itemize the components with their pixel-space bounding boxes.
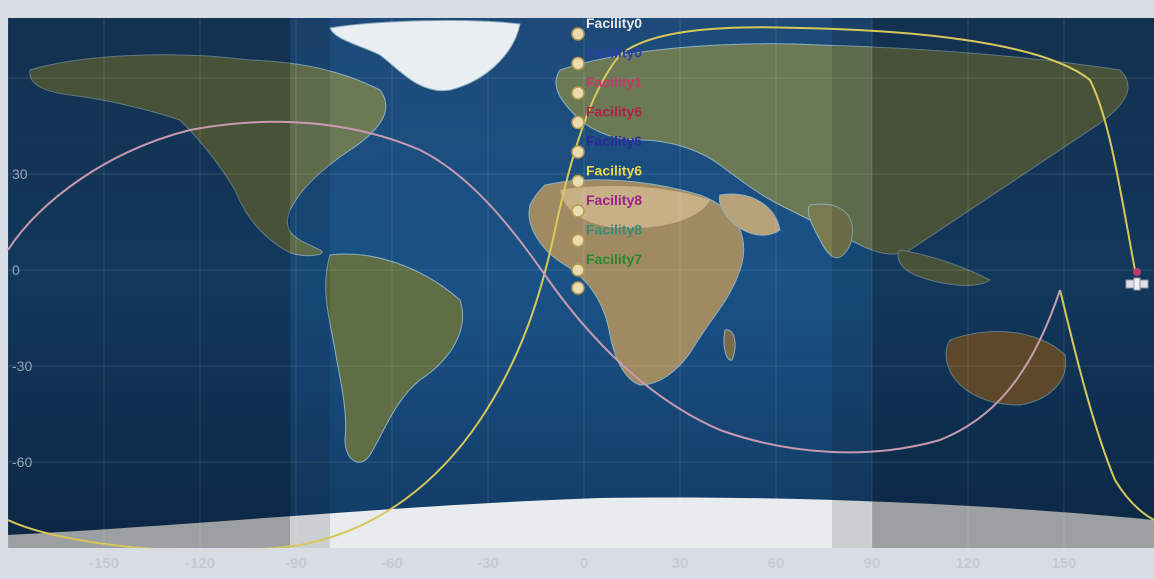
facility-label: Facility7: [586, 251, 642, 267]
land-masses: [8, 20, 1154, 548]
ground-track-pink: [7, 120, 1061, 454]
satellite-icon[interactable]: [1125, 268, 1149, 291]
ground-track-yellow-2: [1059, 289, 1154, 521]
facility-marker[interactable]: Facility7: [571, 251, 642, 277]
facility-label: Facility6: [586, 163, 642, 179]
south-america: [325, 253, 464, 463]
facility-icon: [571, 86, 585, 100]
facility-icon: [571, 233, 585, 248]
india: [807, 203, 854, 258]
facility-icon: [571, 204, 585, 218]
night-shading: [8, 18, 1154, 548]
twilight-shading: [290, 18, 872, 548]
latitude-label: 0: [12, 262, 20, 278]
eurasia: [555, 43, 1129, 255]
facility-marker[interactable]: Facility6: [571, 163, 642, 189]
facility-marker[interactable]: Facility6: [571, 133, 642, 159]
ground-track-yellow: [7, 26, 1136, 552]
graticule: [7, 18, 1154, 548]
facility-label: Facility0: [586, 15, 642, 31]
antarctica: [8, 497, 1154, 548]
facility-list: Facility0 Facility0 Facility1 Facility6 Faci…: [571, 15, 642, 295]
facility-marker[interactable]: Facility6: [571, 104, 642, 130]
latitude-label: 30: [12, 166, 28, 182]
facility-icon: [571, 263, 585, 277]
facility-label: Facility1: [586, 74, 642, 90]
facility-marker[interactable]: Facility8: [571, 222, 642, 248]
latitude-labels: 30 0 -30 -60: [12, 166, 32, 470]
facility-marker[interactable]: Facility1: [571, 74, 642, 100]
southeast-asia: [897, 249, 991, 286]
facility-marker[interactable]: Facility0: [571, 15, 642, 41]
bottom-strip: [8, 548, 1154, 579]
africa: [528, 179, 745, 386]
facility-label: Facility6: [586, 104, 642, 120]
facility-icon: [571, 174, 585, 189]
latitude-label: -30: [12, 358, 32, 374]
facility-label: Facility6: [586, 133, 642, 149]
greenland: [329, 20, 521, 92]
facility-marker[interactable]: Facility0: [571, 45, 642, 71]
facility-icon[interactable]: [571, 281, 585, 295]
facility-label: Facility8: [586, 222, 642, 238]
facility-icon: [571, 27, 585, 41]
facility-icon: [571, 115, 585, 130]
facility-icon: [571, 56, 585, 71]
north-america: [29, 54, 387, 257]
facility-label: Facility8: [586, 192, 642, 208]
madagascar: [723, 329, 736, 361]
facility-label: Facility0: [586, 45, 642, 61]
facility-icon: [571, 145, 585, 159]
sahara: [560, 185, 710, 229]
latitude-label: -60: [12, 454, 32, 470]
facility-marker[interactable]: Facility8: [571, 192, 642, 218]
arabia: [719, 193, 781, 236]
